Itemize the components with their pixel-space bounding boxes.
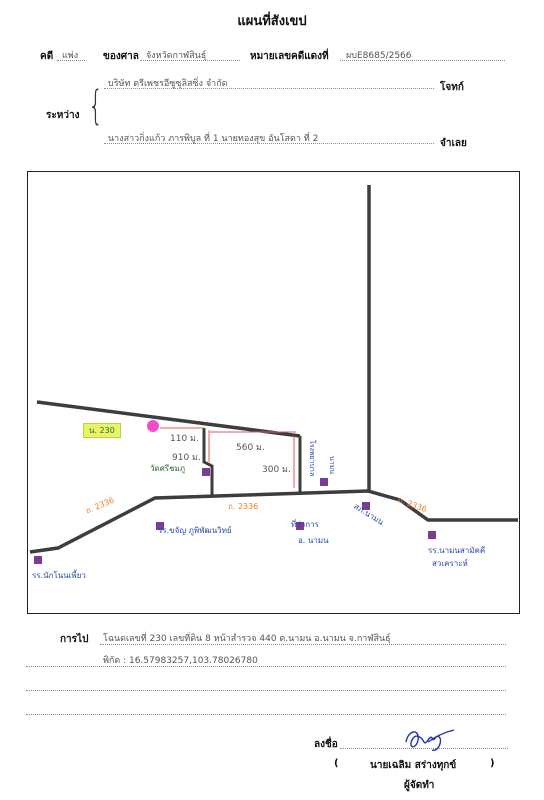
- dimension-right: 300 ม.: [262, 465, 291, 475]
- police-marker-icon: [362, 502, 370, 510]
- parcel-label: น. 230: [83, 423, 121, 438]
- plaintiff-name: บริษัท ตรีเพชรอีซูซุลิสซิ่ง จำกัด: [108, 79, 228, 89]
- location-pin-icon: [147, 420, 159, 432]
- dimension-mid: 910 ม.: [172, 453, 201, 463]
- school-mid-label: รร.ขจัญ ภูพิพัฒนวิทย์: [158, 526, 232, 535]
- dimension-top: 560 ม.: [236, 443, 265, 453]
- signer-name: นายเฉลิม สร่างทุกข์: [370, 760, 457, 771]
- directions-value: โฉนดเลขที่ 230 เลขที่ดิน 8 หน้าสำรวจ 440…: [103, 634, 391, 644]
- district-office-label-2: อ. นามน: [298, 536, 329, 545]
- hospital-label-2: นามน: [328, 456, 336, 475]
- red-case-number-value: ผบE8685/2566: [346, 51, 412, 61]
- parcel-north-road: [36, 400, 301, 438]
- case-no-label: คดี: [40, 51, 54, 62]
- temple-label: วัดศรีชมภู: [150, 464, 186, 473]
- page-title: แผนที่สังเขป: [237, 14, 307, 29]
- plaintiff-role: โจทก์: [440, 82, 464, 93]
- signer-close-paren: ): [490, 758, 495, 769]
- court-value: จังหวัดกาฬสินธุ์: [146, 51, 207, 61]
- district-office-label-1: ที่ว่าการ: [291, 520, 319, 529]
- hospital-label-1: โรงพยาบาล: [308, 440, 316, 477]
- coordinates-value: พิกัด : 16.57983257,103.78026780: [103, 656, 258, 666]
- school-right-marker-icon: [428, 531, 436, 539]
- directions-label: การไป: [60, 634, 89, 645]
- between-label: ระหว่าง: [46, 110, 80, 121]
- brace-icon: {: [88, 83, 104, 129]
- school-left-marker-icon: [34, 556, 42, 564]
- district-office-marker-icon: [296, 522, 304, 530]
- signer-open-paren: (: [334, 758, 339, 769]
- road-label-mid: ถ. 2336: [228, 502, 259, 511]
- sign-label: ลงชื่อ: [314, 739, 338, 750]
- court-label: ของศาล: [103, 51, 139, 62]
- school-mid-marker-icon: [156, 522, 164, 530]
- signature-image: [405, 729, 455, 751]
- school-left-label: รร.นักโนนเพี้ยว: [32, 571, 86, 580]
- defendant-role: จำเลย: [440, 138, 467, 149]
- signer-role: ผู้จัดทำ: [404, 780, 435, 791]
- map-frame: [27, 171, 520, 614]
- defendant-names: นางสาวกิ่งแก้ว ภารพิบูล ที่ 1 นายทองสุข …: [108, 134, 319, 144]
- dimension-left: 110 ม.: [170, 434, 199, 444]
- school-right-label-2: สวเคราะห์: [432, 559, 468, 568]
- red-case-number-label: หมายเลขคดีแดงที่: [250, 51, 329, 62]
- temple-marker-icon: [202, 468, 210, 476]
- parcel-boundary: [202, 428, 214, 496]
- case-type: แพ่ง: [62, 51, 79, 61]
- school-right-label-1: รร.นามนสามัคคี: [428, 546, 486, 555]
- hospital-marker-icon: [320, 478, 328, 486]
